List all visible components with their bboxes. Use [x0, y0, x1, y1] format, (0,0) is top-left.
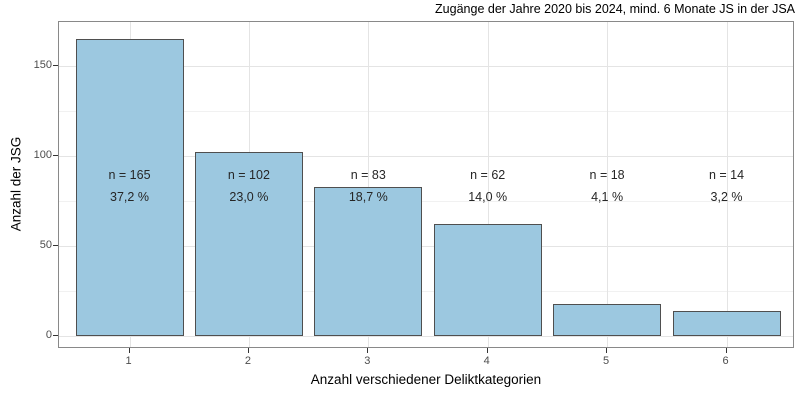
bar	[433, 224, 542, 336]
bar-percent-label: 37,2 %	[110, 190, 149, 204]
bar-percent-label: 4,1 %	[591, 190, 624, 204]
x-axis-tick	[486, 348, 488, 353]
gridline-major-horizontal	[59, 156, 793, 157]
bar-count-label: n = 14	[708, 168, 745, 182]
x-axis-label: Anzahl verschiedener Deliktkategorien	[310, 372, 542, 387]
x-axis-tick-label: 1	[125, 355, 132, 367]
gridline-major-vertical	[726, 22, 728, 347]
bar-count-label: n = 83	[350, 168, 386, 182]
bar	[672, 310, 781, 336]
bar-count-label: n = 62	[470, 168, 506, 182]
y-axis-tick-label: 100	[33, 148, 52, 161]
x-axis-tick-label: 5	[603, 355, 610, 367]
y-axis-title-area: Anzahl der JSG	[6, 120, 26, 248]
bar	[553, 303, 662, 336]
y-axis-tick	[53, 245, 58, 246]
x-axis-tick	[367, 348, 369, 353]
gridline-minor-horizontal	[59, 291, 793, 292]
chart-title: Zugänge der Jahre 2020 bis 2024, mind. 6…	[435, 2, 795, 16]
gridline-minor-horizontal	[59, 111, 793, 112]
x-axis-tick-label: 3	[364, 355, 371, 367]
bar-count-label: n = 18	[589, 168, 625, 182]
bar-count-label: n = 165	[108, 168, 151, 182]
plot-panel: n = 165 n = 102 n = 83 n = 62 n = 18 n = 14 37…	[58, 21, 794, 348]
y-axis-tick-label: 50	[39, 238, 52, 251]
gridline-major-horizontal	[59, 66, 793, 67]
gridline-minor-horizontal	[59, 201, 793, 202]
x-axis-tick-label: 2	[244, 355, 251, 367]
gridline-major-vertical	[607, 22, 609, 347]
y-axis-tick-label: 0	[45, 328, 52, 341]
bar-percent-label: 23,0 %	[229, 190, 269, 204]
x-axis-tick	[247, 348, 249, 353]
bar	[75, 39, 184, 336]
bar	[194, 152, 303, 336]
bar-count-label: n = 102	[227, 168, 270, 182]
gridline-major-horizontal	[59, 246, 793, 247]
x-axis-tick-label: 4	[483, 355, 490, 367]
x-axis-tick	[128, 348, 130, 353]
gridline-major-vertical	[487, 22, 489, 347]
x-axis-tick-label: 6	[722, 355, 729, 367]
bar-percent-label: 14,0 %	[468, 190, 508, 204]
y-axis-tick	[53, 65, 58, 66]
gridline-major-horizontal	[59, 336, 793, 337]
bar-percent-label: 3,2 %	[710, 190, 743, 204]
x-axis-tick	[606, 348, 608, 353]
x-axis-tick	[725, 348, 727, 353]
gridline-major-vertical	[368, 22, 370, 347]
y-axis-tick	[53, 335, 58, 336]
bar-percent-label: 18,7 %	[348, 190, 388, 204]
y-axis-tick	[53, 155, 58, 156]
y-axis-tick-label: 150	[33, 58, 52, 71]
bar	[314, 186, 423, 336]
